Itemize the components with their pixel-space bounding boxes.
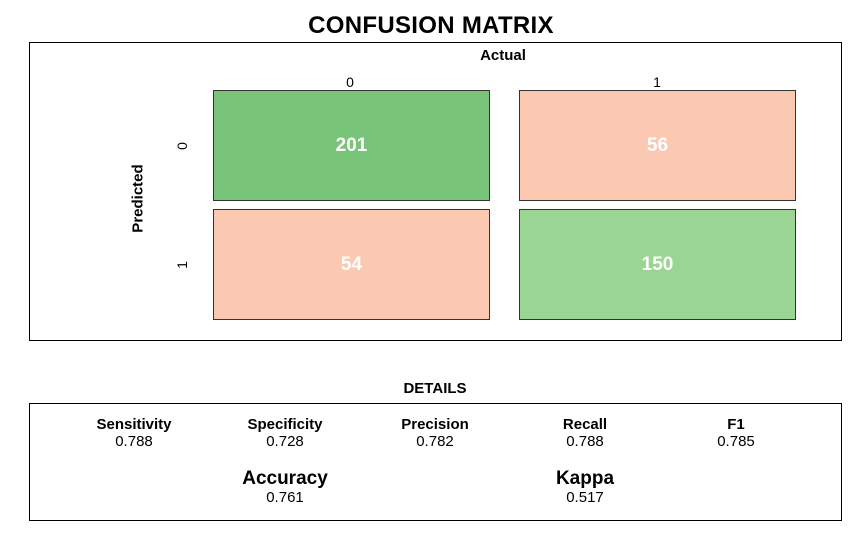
metric-value: 0.788 — [115, 433, 153, 450]
metric-sensitivity: Sensitivity 0.788 — [54, 416, 214, 450]
metric-value: 0.788 — [566, 433, 604, 450]
metric-f1: F1 0.785 — [656, 416, 816, 450]
matrix-panel — [29, 42, 842, 341]
metric-name: Recall — [562, 416, 608, 433]
metric-name: Accuracy — [242, 468, 328, 489]
matrix-cell: 150 — [519, 209, 796, 320]
x-tick-label: 0 — [346, 74, 354, 90]
metric-name: Sensitivity — [96, 416, 172, 433]
x-axis-label: Actual — [480, 47, 526, 64]
metric-recall: Recall 0.788 — [505, 416, 665, 450]
details-title: DETAILS — [403, 380, 467, 397]
metric-name: F1 — [727, 416, 745, 433]
details-panel — [29, 403, 842, 521]
metric-value: 0.517 — [566, 489, 604, 506]
metric-value: 0.761 — [266, 489, 304, 506]
metric-value: 0.785 — [717, 433, 755, 450]
cell-value-label: 201 — [335, 134, 368, 156]
metric-value: 0.782 — [416, 433, 454, 450]
metric-value: 0.728 — [266, 433, 304, 450]
cell-value-label: 54 — [340, 253, 363, 275]
cell-value-label: 56 — [646, 134, 669, 156]
matrix-cell: 201 — [213, 90, 490, 201]
metric-precision: Precision 0.782 — [355, 416, 515, 450]
y-tick-label: 1 — [174, 261, 190, 269]
chart-title: CONFUSION MATRIX — [308, 12, 554, 39]
metric-accuracy: Accuracy 0.761 — [205, 468, 365, 506]
x-tick-label: 1 — [653, 74, 661, 90]
metric-specificity: Specificity 0.728 — [205, 416, 365, 450]
matrix-cell: 56 — [519, 90, 796, 201]
cell-value-label: 150 — [641, 253, 674, 275]
metric-name: Specificity — [247, 416, 323, 433]
y-axis-label: Predicted — [129, 164, 147, 233]
metric-name: Precision — [401, 416, 469, 433]
matrix-cell: 54 — [213, 209, 490, 320]
metric-kappa: Kappa 0.517 — [505, 468, 665, 506]
metric-name: Kappa — [555, 468, 615, 489]
y-tick-label: 0 — [174, 142, 190, 150]
